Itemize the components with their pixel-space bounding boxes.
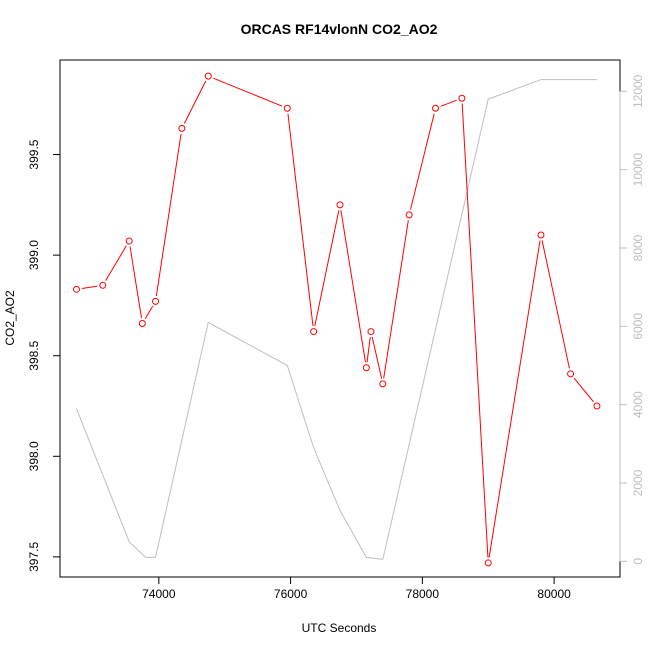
x-axis-label: UTC Seconds [302, 621, 377, 635]
x-tick-label: 74000 [142, 587, 176, 601]
series-segment [155, 133, 182, 297]
y-right-tick-label: 12000 [631, 74, 645, 108]
data-point [484, 559, 492, 567]
y-tick-label: 398.5 [27, 340, 41, 370]
data-point [593, 402, 601, 410]
series-segment [573, 377, 594, 403]
series-segment [213, 77, 283, 107]
y-tick-label: 397.5 [27, 542, 41, 572]
y-right-tick-label: 4000 [631, 391, 645, 418]
series-segment [371, 336, 383, 379]
y-right-tick-label: 8000 [631, 234, 645, 261]
x-axis: 74000 76000 78000 80000 [142, 576, 571, 601]
series-segment [340, 210, 366, 363]
data-point [125, 237, 133, 245]
series-segment [488, 240, 541, 558]
y-right-tick-label: 2000 [631, 469, 645, 496]
y-axis-label: CO2_AO2 [3, 290, 17, 346]
series-segment [81, 285, 98, 289]
data-point [362, 364, 370, 372]
data-point [567, 370, 575, 378]
plot-box [59, 59, 621, 578]
y-tick-label: 399.5 [27, 139, 41, 169]
series-segment [461, 103, 489, 558]
data-point [367, 328, 375, 336]
data-point [138, 320, 146, 328]
x-tick-label: 78000 [406, 587, 440, 601]
data-point [283, 104, 291, 112]
data-point [178, 124, 186, 132]
data-point [537, 231, 545, 239]
right-series [76, 79, 597, 560]
series-segment [105, 245, 127, 281]
y-axis-right: 0 2000 4000 6000 8000 10000 12000 [619, 74, 645, 565]
data-point [379, 380, 387, 388]
y-tick-label: 399.0 [27, 240, 41, 270]
series-segment [366, 336, 371, 363]
data-point [152, 297, 160, 305]
series-segment [287, 113, 314, 327]
series-segment [383, 220, 409, 379]
data-point [204, 72, 212, 80]
x-tick-label: 80000 [537, 587, 571, 601]
series-segment [314, 210, 340, 327]
chart-title: ORCAS RF14vlonN CO2_AO2 [241, 21, 438, 37]
x-tick-label: 76000 [274, 587, 308, 601]
data-point [432, 104, 440, 112]
y-right-tick-label: 10000 [631, 153, 645, 187]
series-segment [440, 99, 457, 107]
series-segment [144, 305, 154, 320]
data-point [310, 328, 318, 336]
y-right-tick-label: 6000 [631, 313, 645, 340]
data-point [72, 285, 80, 293]
y-tick-label: 398.0 [27, 441, 41, 471]
data-point [405, 211, 413, 219]
left-series [72, 72, 601, 567]
series-segment [183, 80, 207, 124]
series-segment [410, 113, 435, 210]
y-right-tick-label: 0 [631, 558, 645, 565]
series-segment [541, 240, 570, 369]
data-point [336, 201, 344, 209]
y-axis: 397.5 398.0 398.5 399.0 399.5 [27, 139, 61, 572]
data-point [99, 281, 107, 289]
data-point [458, 94, 466, 102]
series-line-right [76, 79, 597, 560]
series-segment [129, 246, 142, 319]
